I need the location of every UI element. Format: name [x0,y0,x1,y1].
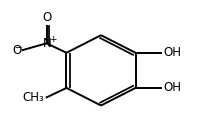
Text: OH: OH [163,46,181,59]
Text: OH: OH [163,81,181,94]
Text: +: + [49,35,57,44]
Text: −: − [14,42,21,51]
Text: O: O [12,44,22,57]
Text: N: N [43,37,52,50]
Text: CH₃: CH₃ [23,91,45,104]
Text: O: O [42,11,51,24]
